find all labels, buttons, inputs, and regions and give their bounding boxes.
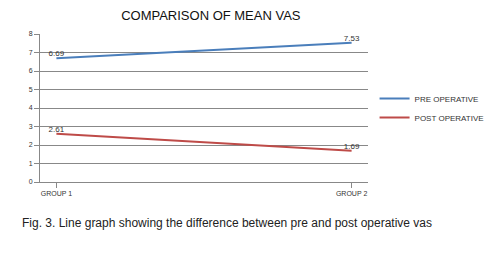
svg-text:1.69: 1.69 — [344, 142, 360, 151]
svg-text:2.61: 2.61 — [49, 125, 65, 134]
svg-text:PRE OPERATIVE: PRE OPERATIVE — [415, 95, 479, 104]
svg-text:4: 4 — [29, 104, 33, 111]
svg-text:7.53: 7.53 — [344, 34, 360, 43]
svg-text:5: 5 — [29, 86, 33, 93]
svg-text:8: 8 — [29, 30, 33, 37]
svg-text:1: 1 — [29, 160, 33, 167]
svg-text:7: 7 — [29, 49, 33, 56]
svg-text:6: 6 — [29, 67, 33, 74]
svg-text:3: 3 — [29, 123, 33, 130]
svg-text:0: 0 — [29, 178, 33, 185]
svg-text:GROUP 2: GROUP 2 — [336, 190, 367, 197]
svg-text:6.69: 6.69 — [49, 49, 65, 58]
svg-text:GROUP 1: GROUP 1 — [41, 190, 72, 197]
svg-text:2: 2 — [29, 141, 33, 148]
html-text:Fig. 3. Line graph showing the: Fig. 3. Line graph showing the differenc… — [22, 216, 432, 230]
svg-text:COMPARISON OF MEAN VAS: COMPARISON OF MEAN VAS — [121, 8, 301, 23]
svg-text:POST OPERATIVE: POST OPERATIVE — [415, 114, 484, 123]
